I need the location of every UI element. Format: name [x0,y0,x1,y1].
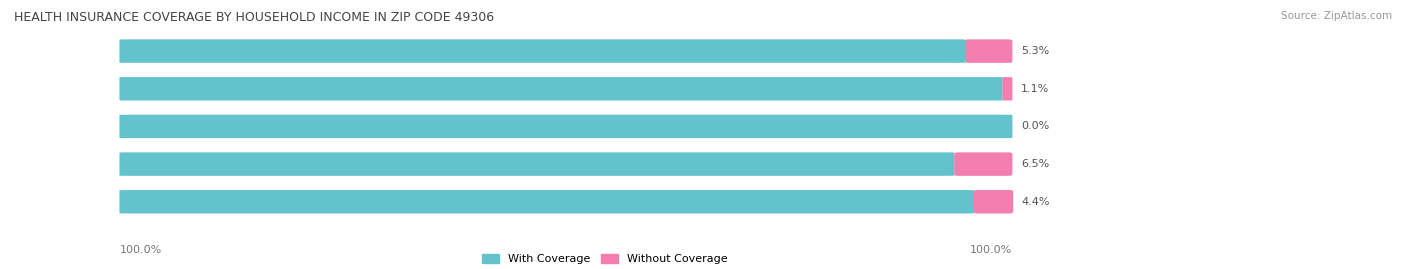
Text: $100,000 and over: $100,000 and over [855,197,967,207]
Text: 5.3%: 5.3% [1021,46,1049,56]
FancyBboxPatch shape [120,77,1002,100]
FancyBboxPatch shape [120,115,1012,138]
Text: $75,000 to $99,999: $75,000 to $99,999 [851,158,948,171]
FancyBboxPatch shape [120,190,974,213]
Text: 100.0%: 100.0% [970,245,1012,255]
FancyBboxPatch shape [120,190,1012,213]
Text: $25,000 to $49,999: $25,000 to $49,999 [898,82,995,95]
FancyBboxPatch shape [955,153,1012,176]
FancyBboxPatch shape [965,40,1012,63]
FancyBboxPatch shape [120,40,965,63]
Text: 95.7%: 95.7% [131,197,169,207]
FancyBboxPatch shape [120,153,955,176]
Text: 100.0%: 100.0% [131,121,177,132]
Text: 4.4%: 4.4% [1022,197,1050,207]
FancyBboxPatch shape [120,153,1012,176]
FancyBboxPatch shape [974,190,1014,213]
Text: 100.0%: 100.0% [120,245,162,255]
Text: 0.0%: 0.0% [1021,121,1049,132]
Text: 1.1%: 1.1% [1021,84,1049,94]
Text: Source: ZipAtlas.com: Source: ZipAtlas.com [1281,11,1392,21]
FancyBboxPatch shape [1002,77,1012,100]
Text: 94.7%: 94.7% [131,46,170,56]
Text: 93.5%: 93.5% [131,159,169,169]
FancyBboxPatch shape [120,77,1012,100]
Text: HEALTH INSURANCE COVERAGE BY HOUSEHOLD INCOME IN ZIP CODE 49306: HEALTH INSURANCE COVERAGE BY HOUSEHOLD I… [14,11,494,24]
Text: $50,000 to $74,999: $50,000 to $74,999 [908,120,1005,133]
Text: 6.5%: 6.5% [1021,159,1049,169]
FancyBboxPatch shape [120,115,1012,138]
Text: Under $25,000: Under $25,000 [868,46,957,56]
Text: 98.9%: 98.9% [131,84,170,94]
Legend: With Coverage, Without Coverage: With Coverage, Without Coverage [478,249,731,269]
FancyBboxPatch shape [120,40,1012,63]
